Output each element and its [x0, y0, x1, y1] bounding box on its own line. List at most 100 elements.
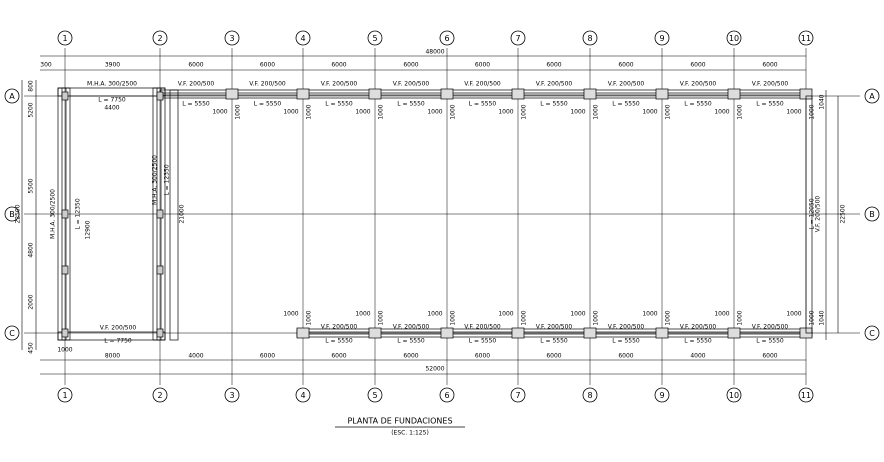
- label: 1: [62, 391, 67, 400]
- label: L = 5550: [612, 338, 640, 345]
- label: 1: [62, 34, 67, 43]
- box: [61, 209, 69, 219]
- box: [296, 88, 310, 100]
- label: 7: [515, 391, 520, 400]
- label: B: [869, 210, 875, 219]
- label: 1000: [593, 104, 600, 119]
- label: 1000: [427, 311, 442, 318]
- label: L = 7750: [104, 338, 132, 345]
- box: [511, 327, 525, 339]
- label: L = 5550: [397, 338, 425, 345]
- label: 6000: [260, 353, 275, 360]
- label: 1000: [235, 104, 242, 119]
- box: [583, 327, 597, 339]
- label: 4000: [188, 353, 203, 360]
- label: 5: [372, 34, 377, 43]
- label: 1000: [355, 109, 370, 116]
- label: 4400: [104, 105, 119, 112]
- label: 1000: [212, 109, 227, 116]
- label: 6000: [403, 62, 418, 69]
- label: 1000: [450, 310, 457, 325]
- label: V.F. 200/500: [464, 81, 501, 88]
- label: 6000: [331, 353, 346, 360]
- label: 1000: [786, 311, 801, 318]
- label: 5: [372, 391, 377, 400]
- box: [368, 88, 382, 100]
- label: 4: [300, 34, 305, 43]
- grid-bubble: [510, 387, 526, 403]
- label: V.F. 200/500: [680, 81, 717, 88]
- label: 1000: [714, 109, 729, 116]
- label: 6000: [260, 62, 275, 69]
- label: 8000: [105, 353, 120, 360]
- label: 5200: [28, 102, 35, 117]
- box: [61, 328, 69, 338]
- label: 300: [40, 62, 52, 69]
- label: L = 5550: [684, 338, 712, 345]
- label: 10: [729, 391, 739, 400]
- label: A: [9, 92, 15, 101]
- grid-bubble: [4, 325, 20, 341]
- box: [159, 89, 811, 99]
- box: [440, 327, 454, 339]
- label: 1000: [283, 311, 298, 318]
- label: 8: [587, 34, 592, 43]
- label: 1000: [665, 310, 672, 325]
- label: PLANTA DE FUNDACIONES: [347, 417, 452, 426]
- label: 3: [229, 34, 234, 43]
- label: L = 5550: [325, 338, 353, 345]
- grid-bubble: [57, 30, 73, 46]
- label: 1000: [737, 104, 744, 119]
- label: 12900: [85, 220, 92, 239]
- label: 1040: [819, 94, 826, 109]
- label: V.F. 200/500: [321, 81, 358, 88]
- label: V.F. 200/500: [100, 325, 137, 332]
- label: L = 7750: [98, 97, 126, 104]
- label: 7: [515, 34, 520, 43]
- label: 4800: [28, 242, 35, 257]
- label: 6000: [475, 353, 490, 360]
- box: [805, 95, 813, 334]
- box: [655, 88, 669, 100]
- label: L = 12350: [164, 164, 171, 195]
- label: V.F. 200/500: [321, 324, 358, 331]
- label: 22500: [15, 204, 22, 223]
- label: 6000: [331, 62, 346, 69]
- grid-bubble: [224, 387, 240, 403]
- label: 1000: [714, 311, 729, 318]
- box: [727, 88, 741, 100]
- box: [159, 92, 811, 96]
- grid-bubble: [152, 387, 168, 403]
- box: [368, 327, 382, 339]
- grid-bubble: [654, 30, 670, 46]
- grid-bubble: [582, 30, 598, 46]
- label: V.F. 200/500: [393, 81, 430, 88]
- label: 2: [157, 391, 162, 400]
- label: 6000: [762, 62, 777, 69]
- label: 6000: [690, 62, 705, 69]
- label: L = 5550: [397, 101, 425, 108]
- label: V.F. 200/500: [536, 81, 573, 88]
- label: 1000: [306, 310, 313, 325]
- box: [61, 265, 69, 275]
- label: 6000: [618, 353, 633, 360]
- label: L = 5550: [540, 338, 568, 345]
- box: [156, 328, 164, 338]
- grid-bubble: [152, 30, 168, 46]
- label: 6000: [188, 62, 203, 69]
- box: [727, 327, 741, 339]
- label: L = 5550: [469, 338, 497, 345]
- grid-bubble: [295, 30, 311, 46]
- label: 3900: [105, 62, 120, 69]
- box: [583, 88, 597, 100]
- label: V.F. 200/500: [752, 81, 789, 88]
- label: 800: [28, 80, 35, 92]
- grid-bubble: [4, 88, 20, 104]
- label: 22500: [840, 204, 847, 223]
- label: L = 5550: [612, 101, 640, 108]
- label: 450: [28, 342, 35, 354]
- grid-bubble: [439, 30, 455, 46]
- label: 1000: [427, 109, 442, 116]
- label: 1000: [306, 104, 313, 119]
